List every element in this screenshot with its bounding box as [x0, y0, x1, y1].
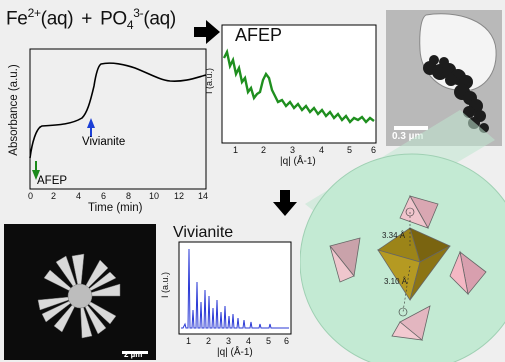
afep-xlabel: |q| (Å-1): [280, 156, 316, 167]
vivianite-ylabel: I (a.u.): [160, 271, 171, 299]
afep-marker-label: AFEP: [37, 175, 68, 187]
absorbance-plot-frame: [29, 48, 207, 190]
afep-title: AFEP: [235, 25, 283, 45]
distance-label-2: 3.10 Å: [384, 277, 408, 286]
afep-marker-arrow: [32, 170, 40, 180]
sem-scale-label: 2 µm: [124, 350, 143, 359]
vivianite-title: Vivianite: [173, 224, 234, 241]
vivianite-curve: [181, 248, 289, 329]
tick-label: 3: [290, 145, 296, 155]
reaction-equation: Fe2+(aq) + PO43-(aq): [6, 6, 176, 33]
tick-label: 10: [149, 191, 160, 201]
vivianite-chart: Vivianite I (a.u.) 1 2 3 4 5 6 |q| (Å-1): [160, 224, 295, 362]
vivianite-marker-label: Vivianite: [82, 136, 126, 148]
tick-label: 4: [246, 336, 252, 346]
afep-ylabel: I (a.u.): [204, 67, 215, 95]
distance-label-1: 3.34 Å: [382, 231, 406, 240]
tick-label: 3: [226, 336, 232, 346]
tick-label: 2: [261, 145, 267, 155]
tick-label: 5: [347, 145, 353, 155]
tick-label: 8: [126, 191, 132, 201]
tick-label: 1: [186, 336, 192, 346]
tick-label: 12: [174, 191, 185, 201]
tick-label: 4: [76, 191, 82, 201]
crystal-structure: 3.34 Å 3.10 Å: [300, 110, 505, 362]
sem-image: 2 µm: [4, 224, 156, 360]
afep-chart: AFEP I (a.u.) 1 2 3 4 5 6 |q| (Å-1): [204, 22, 380, 168]
vivianite-xlabel: |q| (Å-1): [217, 347, 253, 358]
tick-label: 4: [319, 145, 325, 155]
tick-label: 5: [266, 336, 272, 346]
down-arrow-icon: [273, 190, 297, 216]
absorbance-xlabel: Time (min): [88, 202, 143, 214]
tick-label: 6: [101, 191, 107, 201]
tem-scale-label: 0.3 µm: [392, 131, 424, 142]
tick-label: 1: [233, 145, 239, 155]
tick-label: 2: [51, 191, 57, 201]
tick-label: 6: [371, 145, 377, 155]
tick-label: 0: [28, 191, 34, 201]
vivianite-marker-arrow: [87, 118, 95, 128]
absorbance-ylabel: Absorbance (a.u.): [8, 64, 20, 156]
tick-label: 14: [198, 191, 209, 201]
absorbance-chart: Absorbance (a.u.) AFEP Vivianite 0 2 4 6…: [0, 48, 215, 218]
afep-curve: [222, 48, 375, 124]
absorbance-curve: [29, 62, 207, 159]
tick-label: 6: [284, 336, 290, 346]
right-arrow-icon: [194, 20, 220, 44]
tick-label: 2: [206, 336, 212, 346]
